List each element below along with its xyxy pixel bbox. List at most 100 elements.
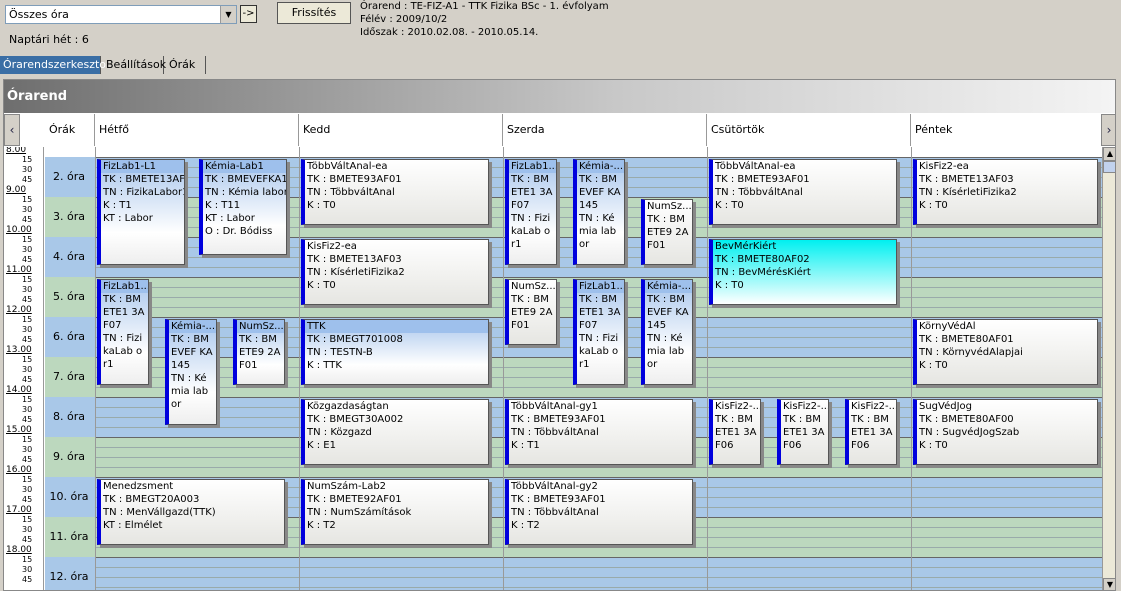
event-card[interactable]: FizLab1... TK : BMETE1 3AF07 TN : FizikaLa… (573, 279, 625, 385)
refresh-button[interactable]: Frissítés (277, 2, 351, 24)
event-card[interactable]: NumSz... TK : BMETE9 2AF01 (641, 199, 693, 265)
event-detail: TN : KörnyvédAlapjai (919, 347, 1023, 358)
event-detail: TK : BMETE93AF01 (715, 174, 810, 185)
event-card[interactable]: Menedzsment TK : BMEGT20A003 TN : MenVállg… (97, 479, 285, 545)
time-label: 30 (22, 405, 33, 414)
prev-week-button[interactable]: ‹ (4, 114, 20, 146)
event-detail: K : T0 (715, 200, 744, 211)
grid-line (95, 577, 1102, 578)
event-card[interactable]: KisFiz2-ea TK : BMETE13AF03 TN : Kísérleti… (913, 159, 1098, 225)
event-card[interactable]: TöbbVáltAnal-gy2 TK : BMETE93AF01 TN : Töb… (505, 479, 693, 545)
event-card[interactable]: FizLab1... TK : BMETE1 3AF07 TN : FizikaLa… (97, 279, 149, 385)
scroll-thumb[interactable] (1103, 161, 1115, 173)
filter-dropdown[interactable]: Összes óra ▼ (5, 5, 237, 24)
event-detail: TK : BMETE1 3AF07 (103, 294, 145, 331)
slot-row[interactable] (45, 557, 1102, 590)
event-card[interactable]: NumSz... TK : BMETE9 2AF01 (233, 319, 285, 385)
event-detail: K : T2 (307, 520, 336, 531)
event-detail: TK : BMETE1 3AF06 (851, 414, 893, 451)
event-detail: TN : FizikaLab or1 (511, 213, 551, 250)
time-label: 17.00 (6, 505, 32, 515)
tab-orak[interactable]: Órák (166, 56, 206, 74)
event-detail: TK : BMEGT701008 (307, 334, 403, 345)
event-card[interactable]: KisFiz2-... TK : BMETE1 3AF06 (709, 399, 761, 465)
event-card[interactable]: SugVédJog TK : BMETE80AF00 TN : SugvédJogS… (913, 399, 1098, 465)
event-card[interactable]: NumSzám-Lab2 TK : BMETE92AF01 TN : NumSzám… (301, 479, 489, 545)
info-period: Időszak : 2010.02.08. - 2010.05.14. (360, 27, 539, 38)
column-header-hours: Órák (45, 114, 95, 146)
event-card[interactable]: Kémia-... TK : BMEVEF KA145 TN : Kémia lab… (573, 159, 625, 265)
event-card[interactable]: Kémia-... TK : BMEVEF KA145 TN : Kémia lab… (165, 319, 217, 425)
column-header-tuesday: Kedd (299, 114, 503, 146)
tab-beallitasok[interactable]: Beállítások (103, 56, 166, 74)
event-detail: K : T0 (919, 440, 948, 451)
time-label: 30 (22, 485, 33, 494)
event-detail: TN : Kémia labor (205, 187, 287, 198)
time-label: 30 (22, 525, 33, 534)
event-card[interactable]: KisFiz2-... TK : BMETE1 3AF06 (777, 399, 829, 465)
day-divider (503, 147, 504, 590)
event-detail: TK : BMETE93AF01 (307, 174, 402, 185)
tab-orarendszerkeszto[interactable]: Órarendszerkeszto (0, 56, 106, 74)
schedule-grid: 8.00 15 30 45 9.00 15 30 45 10.00 15 30 45 11.00 15 30… (4, 147, 1102, 590)
time-label: 30 (22, 205, 33, 214)
event-card[interactable]: Közgazdaságtan TK : BMEGT30A002 TN : Közga… (301, 399, 489, 465)
grid-line (95, 267, 1102, 268)
event-detail: TK : BMETE93AF01 (511, 494, 606, 505)
go-button[interactable]: -> (240, 5, 257, 23)
next-week-button[interactable]: › (1101, 114, 1115, 146)
scroll-down-icon[interactable]: ▼ (1103, 578, 1115, 590)
event-detail: TN : TöbbváltAnal (511, 507, 599, 518)
grid-line (95, 477, 1102, 478)
event-title: TöbbVáltAnal-gy1 (511, 401, 598, 412)
slot-label: 9. óra (45, 437, 93, 477)
event-card[interactable]: TöbbVáltAnal-ea TK : BMETE93AF01 TN : Több… (709, 159, 897, 225)
event-detail: TK : BMETE9 2AF01 (511, 294, 553, 331)
time-label: 45 (22, 575, 33, 584)
event-card[interactable]: TöbbVáltAnal-ea TK : BMETE93AF01 TN : Több… (301, 159, 489, 225)
event-detail: TK : BMEVEF KA145 (171, 334, 213, 371)
event-detail: TK : BMETE13AF03 (307, 254, 402, 265)
vertical-scrollbar[interactable]: ▲ ▼ (1102, 147, 1115, 590)
event-card[interactable]: KisFiz2-... TK : BMETE1 3AF06 (845, 399, 897, 465)
event-detail: TN : FizikaLabor1 (103, 187, 185, 198)
day-divider (911, 147, 912, 590)
event-detail: TN : Kémia labor (647, 333, 685, 370)
time-label: 30 (22, 165, 33, 174)
event-detail: TK : BMETE92AF01 (307, 494, 402, 505)
event-title: Kémia-... (169, 320, 216, 333)
slot-label: 11. óra (45, 517, 93, 557)
event-card[interactable]: BevMérKiért TK : BMETE80AF02 TN : BevMérés… (709, 239, 897, 305)
event-title: TTK (305, 320, 488, 333)
time-label: 16.00 (6, 465, 32, 475)
event-card[interactable]: TTK TK : BMEGT701008 TN : TESTN-B K : TTK (301, 319, 489, 385)
time-label: 15 (22, 355, 33, 364)
event-card[interactable]: KörnyVédAl TK : BMETE80AF01 TN : KörnyvédA… (913, 319, 1098, 385)
event-detail: TN : KísérletiFizika2 (919, 187, 1017, 198)
panel-header: Órarend (4, 80, 1115, 113)
grid-line (95, 387, 1102, 388)
top-toolbar: Összes óra ▼ -> Frissítés Órarend : TE-F… (0, 0, 1121, 56)
event-detail: TN : SugvédJogSzab (919, 427, 1020, 438)
time-label: 15 (22, 195, 33, 204)
time-label: 18.00 (6, 545, 32, 555)
event-detail: TK : BMETE1 3AF07 (579, 294, 621, 331)
event-card[interactable]: NumSz... TK : BMETE9 2AF01 (505, 279, 557, 345)
event-detail: TK : BMETE1 3AF06 (783, 414, 825, 451)
event-card[interactable]: KisFiz2-ea TK : BMETE13AF03 TN : Kísérleti… (301, 239, 489, 305)
day-divider (707, 147, 708, 590)
event-card[interactable]: TöbbVáltAnal-gy1 TK : BMETE93AF01 TN : Töb… (505, 399, 693, 465)
time-label: 30 (22, 445, 33, 454)
chevron-down-icon[interactable]: ▼ (220, 6, 236, 23)
event-title: NumSz... (237, 320, 284, 333)
calendar-week-label: Naptári hét : 6 (9, 33, 89, 46)
scroll-up-icon[interactable]: ▲ (1103, 147, 1115, 161)
event-card[interactable]: FizLab1... TK : BMETE1 3AF07 TN : FizikaLa… (505, 159, 557, 265)
event-card[interactable]: Kémia-... TK : BMEVEF KA145 TN : Kémia lab… (641, 279, 693, 385)
event-title: NumSzám-Lab2 (307, 481, 387, 492)
event-title: Menedzsment (103, 481, 174, 492)
event-title: KisFiz2-ea (307, 241, 357, 252)
